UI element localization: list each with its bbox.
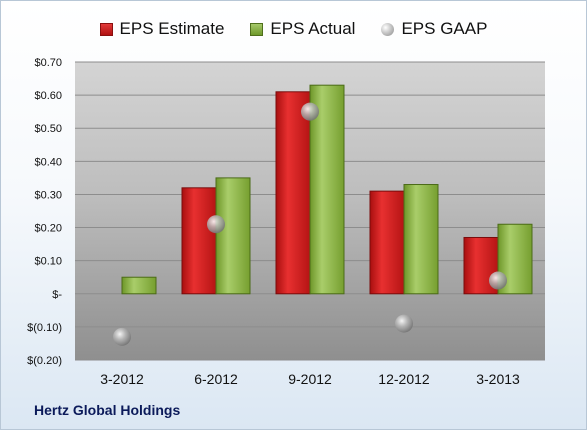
- x-tick-label: 6-2012: [194, 371, 238, 387]
- y-tick-label: $(0.20): [27, 355, 62, 367]
- marker-eps-gaap: [301, 102, 319, 121]
- x-tick-label: 3-2012: [100, 371, 144, 387]
- marker-eps-gaap: [207, 215, 225, 234]
- y-tick-label: $0.70: [34, 57, 62, 69]
- y-tick-label: $(0.10): [27, 322, 62, 334]
- y-tick-label: $0.50: [34, 123, 62, 135]
- legend-item-gaap: EPS GAAP: [381, 19, 487, 39]
- legend-swatch-gaap: [381, 22, 395, 36]
- legend-label-estimate: EPS Estimate: [119, 19, 225, 38]
- legend-item-estimate: EPS Estimate: [99, 19, 225, 39]
- y-tick-label: $0.60: [34, 90, 62, 102]
- bar-eps-actual: [121, 276, 157, 295]
- company-name: Hertz Global Holdings: [34, 402, 181, 418]
- bar-eps-actual: [403, 184, 439, 295]
- legend-label-gaap: EPS GAAP: [401, 19, 488, 38]
- marker-eps-gaap: [489, 271, 507, 290]
- x-tick-label: 9-2012: [288, 371, 332, 387]
- bar-eps-estimate: [369, 190, 405, 295]
- y-tick-label: $0.20: [34, 223, 62, 235]
- legend: EPS Estimate EPS Actual EPS GAAP: [0, 16, 587, 42]
- y-tick-label: $0.10: [34, 256, 62, 268]
- legend-item-actual: EPS Actual: [250, 19, 355, 39]
- bar-eps-actual: [215, 177, 251, 295]
- legend-swatch-estimate: [99, 22, 113, 36]
- y-tick-label: $-: [52, 289, 62, 301]
- bar-eps-actual: [309, 84, 345, 295]
- x-tick-label: 3-2013: [476, 371, 520, 387]
- legend-swatch-actual: [250, 22, 264, 36]
- bar-eps-estimate: [181, 187, 217, 295]
- marker-eps-gaap: [113, 327, 131, 346]
- marker-eps-gaap: [395, 314, 413, 333]
- bar-eps-estimate: [275, 91, 311, 295]
- x-tick-label: 12-2012: [378, 371, 430, 387]
- y-tick-label: $0.40: [34, 156, 62, 168]
- y-tick-label: $0.30: [34, 189, 62, 201]
- legend-label-actual: EPS Actual: [270, 19, 356, 38]
